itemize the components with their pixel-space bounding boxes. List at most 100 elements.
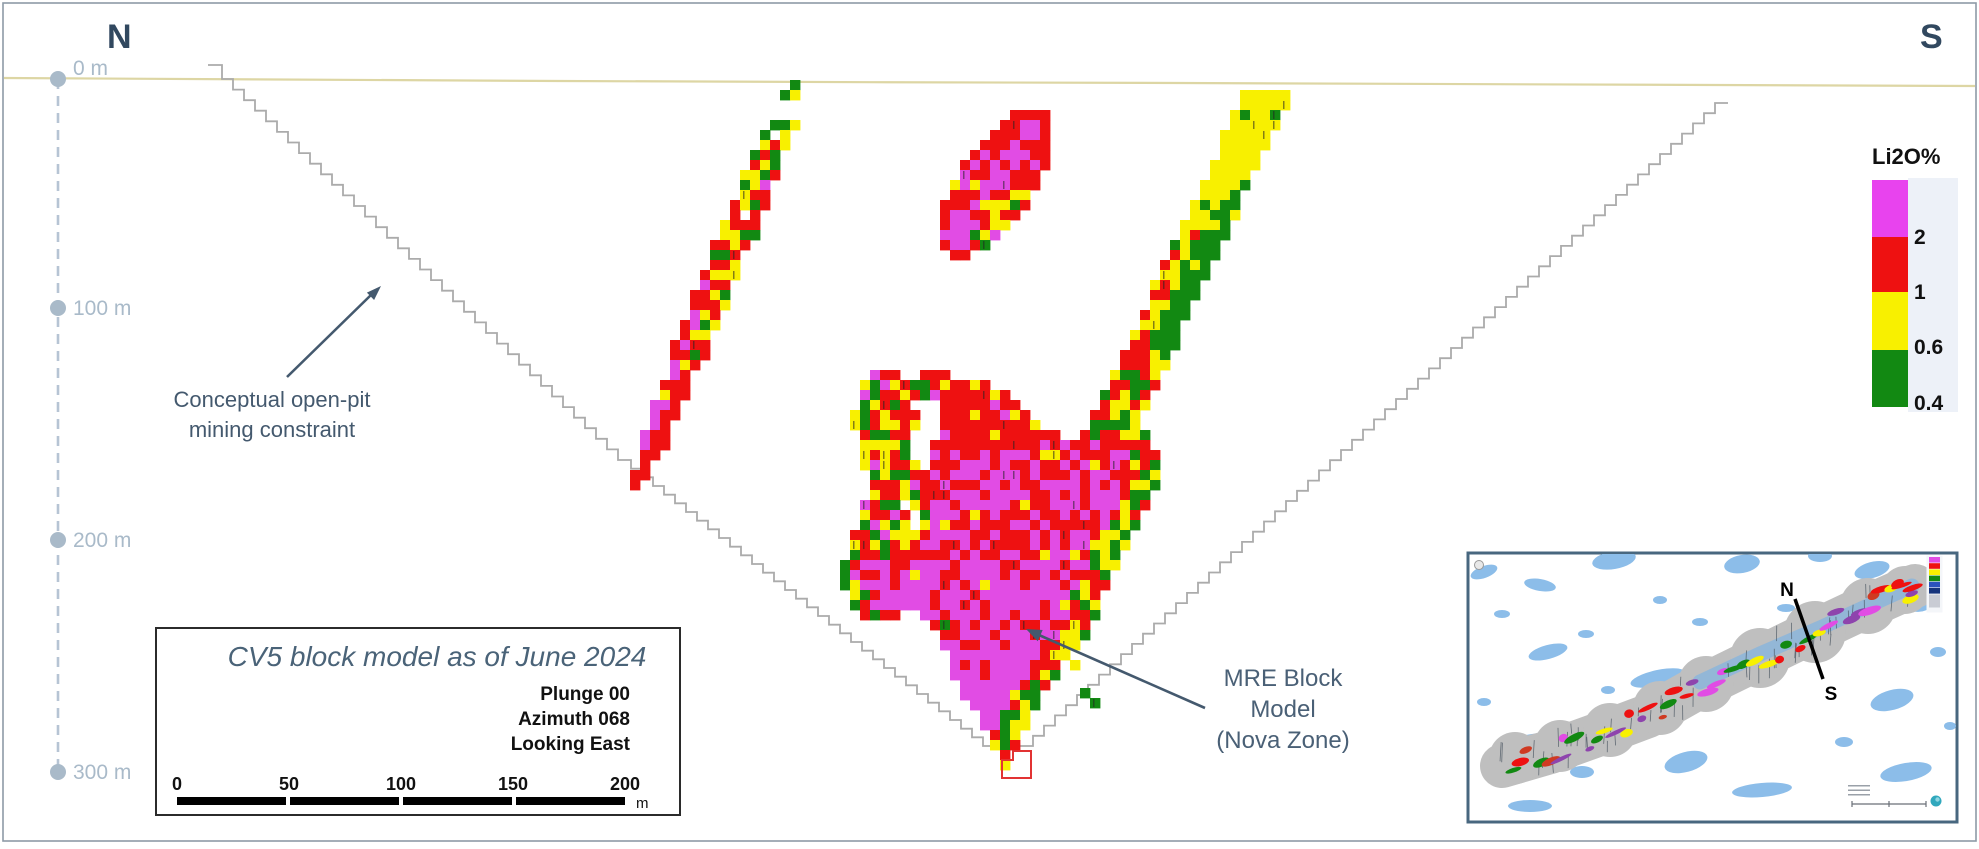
drill-trace-dash xyxy=(733,271,735,279)
block-cell xyxy=(1120,400,1131,411)
block-cell xyxy=(940,580,951,591)
block-cell xyxy=(960,170,971,181)
depth-label-300: 300 m xyxy=(73,761,131,784)
block-cell xyxy=(760,160,771,171)
block-cell xyxy=(950,540,961,551)
block-cell xyxy=(1160,310,1171,321)
block-cell xyxy=(970,490,981,501)
block-cell xyxy=(990,180,1001,191)
lake-shape xyxy=(1653,596,1667,604)
block-cell xyxy=(760,200,771,211)
drill-trace xyxy=(1649,710,1652,722)
block-cell xyxy=(740,180,751,191)
pit-bottom-marker xyxy=(1001,750,1032,779)
block-cell xyxy=(900,380,911,391)
block-cell xyxy=(1080,510,1091,521)
block-cell xyxy=(1060,550,1071,561)
block-cell xyxy=(990,720,1001,731)
block-cell xyxy=(630,480,641,491)
block-cell xyxy=(970,680,981,691)
block-cell xyxy=(990,520,1001,531)
block-cell xyxy=(1040,590,1051,601)
block-cell xyxy=(990,160,1001,171)
block-cell xyxy=(950,440,961,451)
block-cell xyxy=(930,490,941,501)
drill-trace-dash xyxy=(1163,271,1165,279)
block-cell xyxy=(990,700,1001,711)
block-cell xyxy=(740,230,751,241)
block-cell xyxy=(1040,440,1051,451)
block-cell xyxy=(1000,530,1011,541)
block-cell xyxy=(650,410,661,421)
block-cell xyxy=(1130,360,1141,371)
block-cell xyxy=(1000,720,1011,731)
block-cell xyxy=(1110,530,1121,541)
block-cell xyxy=(1060,630,1071,641)
mineral-blob xyxy=(1658,714,1667,720)
block-cell xyxy=(900,460,911,471)
block-cell xyxy=(960,520,971,531)
block-cell xyxy=(1200,190,1211,201)
block-cell xyxy=(1200,240,1211,251)
block-cell xyxy=(1260,100,1271,111)
block-cell xyxy=(1070,620,1081,631)
block-cell xyxy=(960,600,971,611)
surface-topography-line xyxy=(3,76,1976,88)
block-cell xyxy=(990,170,1001,181)
block-cell xyxy=(710,290,721,301)
block-cell xyxy=(980,490,991,501)
pit-annotation: Conceptual open-pit mining constraint xyxy=(174,286,381,442)
block-cell xyxy=(960,530,971,541)
block-cell xyxy=(1010,200,1021,211)
block-cell xyxy=(1100,520,1111,531)
block-cell xyxy=(1010,640,1021,651)
block-cell xyxy=(880,570,891,581)
block-cell xyxy=(1100,530,1111,541)
block-cell xyxy=(880,520,891,531)
block-cell xyxy=(1200,200,1211,211)
block-cell xyxy=(1120,470,1131,481)
block-cell xyxy=(1030,170,1041,181)
block-cell xyxy=(790,80,801,91)
block-cell xyxy=(870,400,881,411)
block-cell xyxy=(1120,530,1131,541)
mineral-blob xyxy=(1624,709,1634,718)
block-cell xyxy=(1000,610,1011,621)
block-cell xyxy=(1010,550,1021,561)
block-cell xyxy=(890,470,901,481)
block-cell xyxy=(960,460,971,471)
block-cell xyxy=(1010,470,1021,481)
block-cell xyxy=(1260,90,1271,101)
block-cell xyxy=(1210,170,1221,181)
block-cell xyxy=(1150,280,1161,291)
block-cell xyxy=(990,150,1001,161)
block-cell xyxy=(1140,460,1151,471)
block-cell xyxy=(990,450,1001,461)
legend-panel xyxy=(1908,178,1958,412)
drill-trace-dash xyxy=(863,541,865,549)
block-cell xyxy=(770,140,781,151)
block-cell xyxy=(1020,590,1031,601)
block-cell xyxy=(1190,210,1201,221)
block-cell xyxy=(760,180,771,191)
block-cell xyxy=(990,590,1001,601)
block-cell xyxy=(1040,470,1051,481)
block-cell xyxy=(890,580,901,591)
block-cell xyxy=(660,400,671,411)
block-cell xyxy=(960,560,971,571)
block-cell xyxy=(1050,550,1061,561)
block-cell xyxy=(980,450,991,461)
block-cell xyxy=(850,600,861,611)
block-cell xyxy=(1180,240,1191,251)
block-cell xyxy=(1040,450,1051,461)
block-cell xyxy=(970,510,981,521)
block-cell xyxy=(640,440,651,451)
block-cell xyxy=(990,580,1001,591)
block-cell xyxy=(870,390,881,401)
block-cell xyxy=(1200,260,1211,271)
block-cell xyxy=(940,210,951,221)
drill-trace-dash xyxy=(1003,181,1005,189)
block-cell xyxy=(1020,600,1031,611)
block-cell xyxy=(1190,270,1201,281)
block-cell xyxy=(1030,550,1041,561)
